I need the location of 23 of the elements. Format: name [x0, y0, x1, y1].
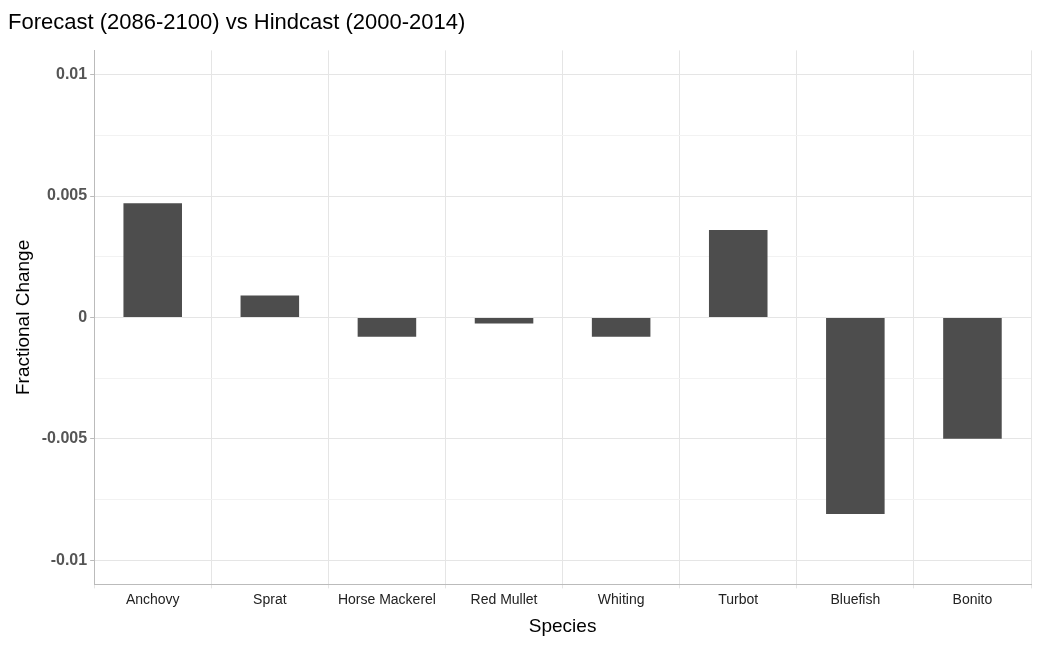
- x-tick-label: Sprat: [253, 590, 287, 607]
- x-tick-label: Red Mullet: [470, 590, 538, 607]
- x-axis-title: Species: [528, 614, 597, 636]
- chart-title: Forecast (2086-2100) vs Hindcast (2000-2014): [8, 9, 466, 35]
- bar: [240, 295, 300, 317]
- x-tick-label: Bonito: [952, 590, 993, 607]
- x-tick-label: Turbot: [718, 590, 759, 607]
- y-tick-label: 0: [78, 307, 88, 325]
- bar: [826, 317, 885, 515]
- x-tick-label: Whiting: [597, 590, 645, 607]
- bar: [591, 317, 651, 337]
- bar: [943, 317, 1002, 439]
- x-tick-label: Anchovy: [125, 590, 180, 607]
- y-tick-label: 0.01: [56, 65, 88, 83]
- y-tick-label: -0.005: [41, 429, 88, 447]
- bar: [357, 317, 417, 337]
- x-tick-label: Bluefish: [830, 590, 881, 607]
- y-tick-label: -0.01: [50, 550, 88, 568]
- y-axis-title: Fractional Change: [11, 239, 33, 396]
- bar: [708, 230, 768, 317]
- y-tick-label: 0.005: [47, 186, 88, 204]
- bar: [123, 203, 182, 317]
- x-tick-label: Horse Mackerel: [337, 590, 436, 607]
